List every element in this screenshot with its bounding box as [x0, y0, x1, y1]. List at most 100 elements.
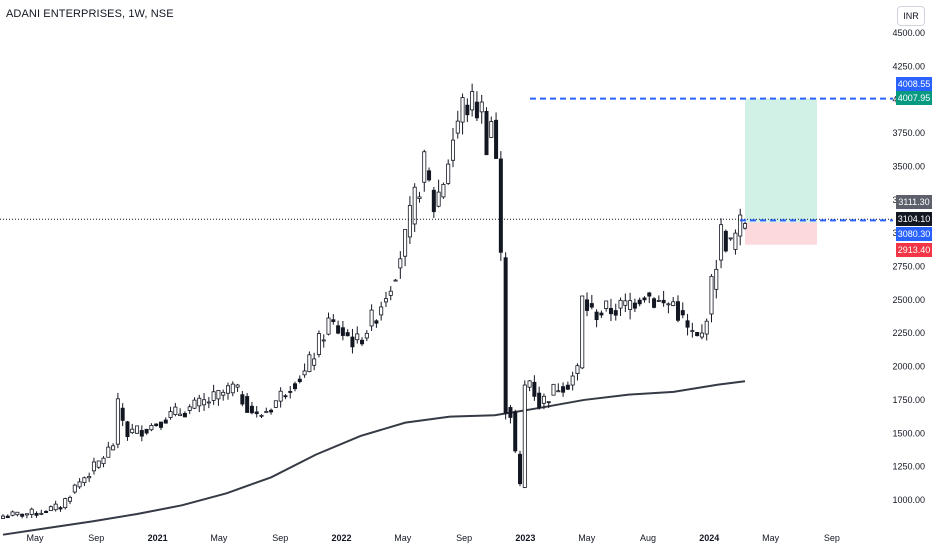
candle [48, 505, 53, 512]
candle [474, 91, 479, 122]
candle [173, 402, 178, 417]
candle [130, 423, 135, 435]
candle [575, 363, 580, 381]
candle [82, 476, 87, 487]
svg-text:3080.30: 3080.30 [898, 229, 931, 239]
candle [441, 182, 446, 199]
candle [661, 290, 666, 307]
candle [293, 381, 298, 392]
candle [599, 310, 604, 319]
candle [230, 381, 235, 397]
candle [111, 443, 116, 451]
candle [556, 383, 561, 393]
price-tick-label: 4250.00 [892, 61, 925, 71]
candle [484, 107, 489, 156]
candle [680, 302, 685, 319]
candle [671, 297, 676, 307]
svg-text:4007.95: 4007.95 [898, 93, 931, 103]
candle [465, 98, 470, 123]
price-tick-label: 2000.00 [892, 362, 925, 372]
candle [637, 297, 642, 307]
time-tick-label: May [578, 533, 596, 543]
time-tick-label: 2024 [699, 533, 719, 543]
candle [340, 321, 345, 341]
price-tick-label: 1750.00 [892, 395, 925, 405]
candle [709, 274, 714, 323]
candle [369, 304, 374, 331]
candle [269, 408, 274, 415]
candle [254, 406, 259, 418]
candle [302, 363, 307, 378]
candle [34, 511, 39, 518]
candle [608, 298, 613, 322]
price-tick-label: 1000.00 [892, 495, 925, 505]
candle [494, 112, 499, 159]
candle [355, 326, 360, 344]
candle [331, 314, 336, 325]
candle [594, 309, 599, 328]
candle [39, 509, 44, 516]
candle [431, 186, 436, 219]
candle [216, 389, 221, 406]
candle [580, 295, 585, 370]
candle [460, 93, 465, 135]
svg-text:3111.30: 3111.30 [898, 197, 929, 207]
candle [259, 414, 264, 419]
candle [695, 332, 700, 337]
svg-text:3104.10: 3104.10 [898, 214, 931, 224]
candles [0, 83, 748, 519]
time-tick-label: May [210, 533, 228, 543]
candle [364, 330, 369, 342]
candle [532, 375, 537, 401]
price-tag: 3111.30 [896, 195, 932, 209]
candle [77, 478, 82, 489]
candle [20, 513, 25, 519]
currency-button[interactable]: INR [897, 6, 925, 26]
candle [407, 196, 412, 245]
price-tick-label: 1500.00 [892, 428, 925, 438]
candle [53, 500, 58, 512]
candle [24, 513, 29, 519]
candle [139, 425, 144, 442]
stop-zone [745, 222, 817, 245]
price-tick-label: 2500.00 [892, 295, 925, 305]
candle [388, 286, 393, 301]
candle [307, 351, 312, 373]
candle [522, 380, 527, 489]
candle [5, 514, 10, 519]
candle [211, 384, 216, 405]
time-axis[interactable]: May Sep 2021 May Sep 2022 May Sep 2023 May Aug 2024… [26, 533, 839, 543]
candle [632, 298, 637, 312]
candle [417, 191, 422, 203]
candle [187, 404, 192, 415]
price-tags: 4008.55 4007.95 3111.30 3104.10 3080.30 2913.… [896, 77, 932, 257]
candle [72, 483, 77, 494]
candle [144, 428, 149, 435]
candle [120, 403, 125, 427]
candle [91, 457, 96, 475]
time-tick-label: May [26, 533, 44, 543]
candle [10, 510, 15, 517]
time-tick-label: 2021 [148, 533, 168, 543]
price-tag: 3080.30 [896, 227, 932, 241]
symbol-title[interactable]: ADANI ENTERPRISES, 1W, NSE [6, 8, 174, 20]
candle [168, 406, 173, 420]
candle [537, 386, 542, 410]
candle [68, 495, 73, 505]
candle [154, 423, 159, 427]
candle [508, 404, 513, 424]
candle [489, 116, 494, 138]
candle [613, 303, 618, 321]
price-tag: 4007.95 [896, 91, 932, 105]
candle [264, 407, 269, 413]
candle [87, 472, 92, 482]
candle [518, 450, 523, 487]
candle [723, 229, 728, 253]
candle [470, 83, 475, 117]
candle [379, 301, 384, 321]
candle [403, 229, 408, 267]
time-tick-label: 2023 [515, 533, 535, 543]
candle [642, 296, 647, 303]
candle [96, 460, 101, 469]
